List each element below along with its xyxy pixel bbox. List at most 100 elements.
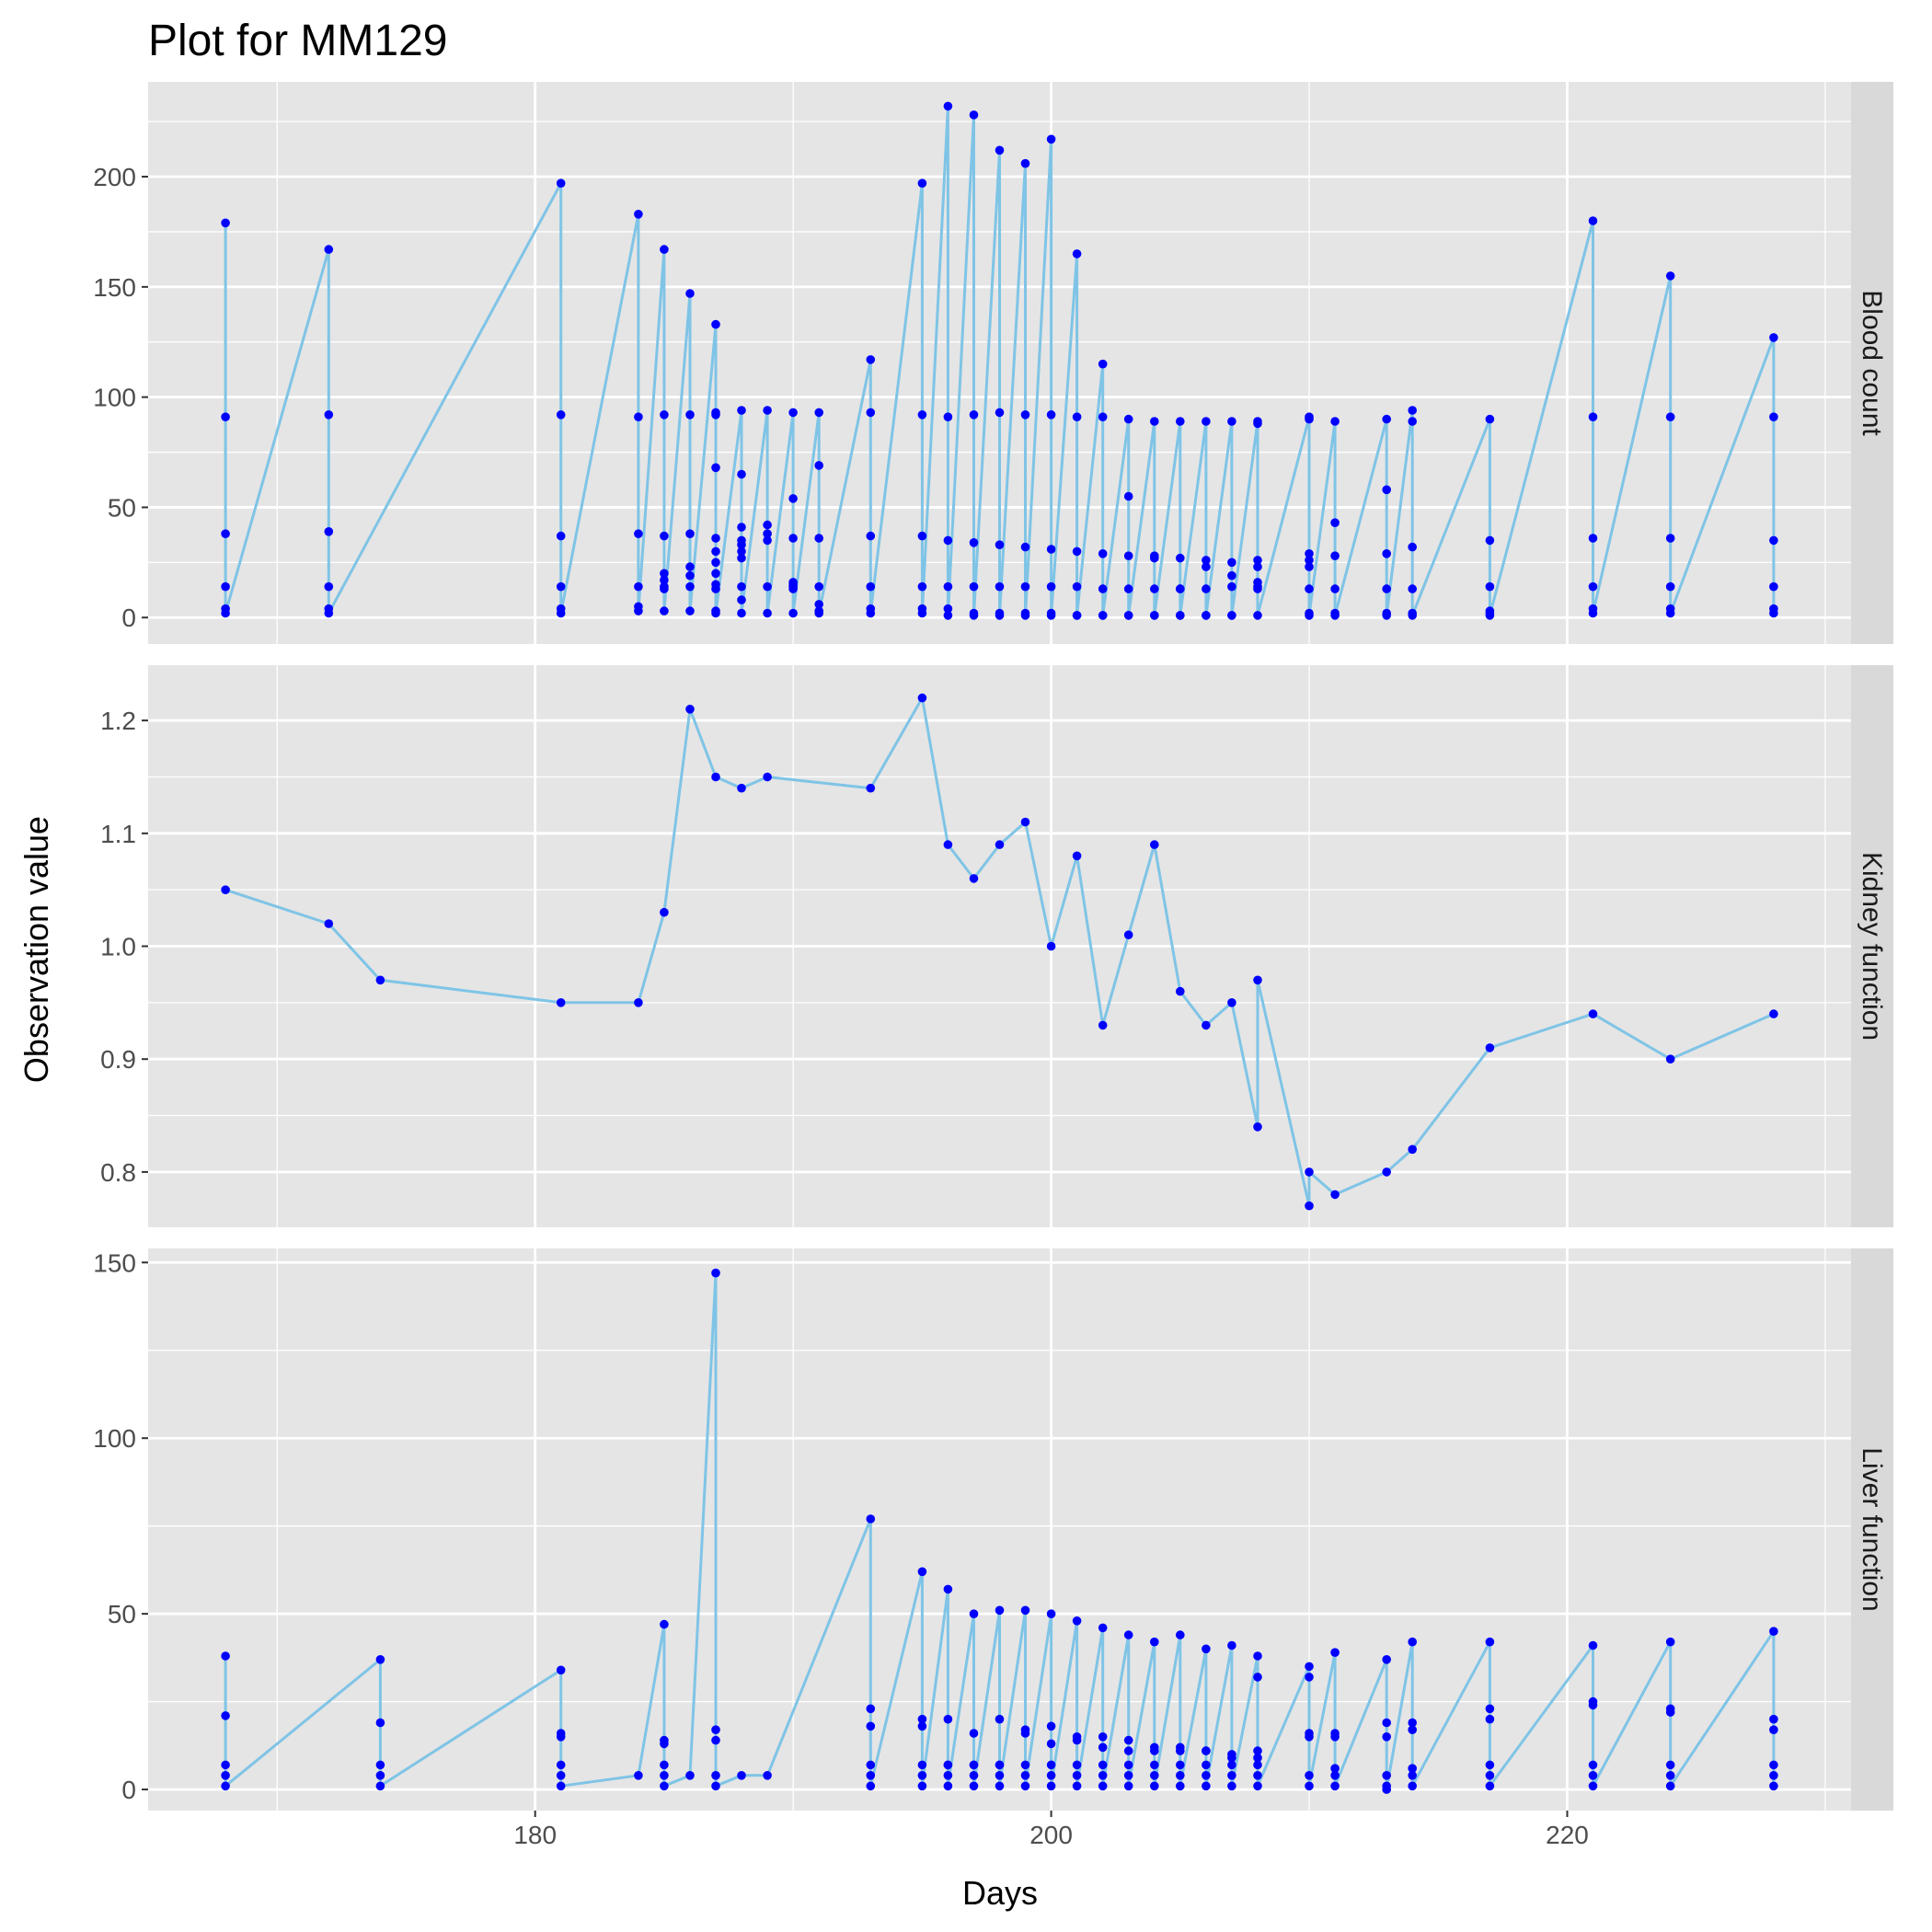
data-point	[221, 581, 230, 592]
data-point	[634, 581, 643, 592]
data-point	[1305, 549, 1314, 558]
data-point	[788, 494, 798, 503]
data-point	[995, 408, 1005, 418]
data-point	[1072, 851, 1082, 861]
data-point	[969, 110, 979, 120]
y-tick-label: 0.9	[100, 1045, 136, 1074]
data-point	[1253, 1771, 1262, 1780]
data-point	[1305, 584, 1314, 593]
data-point	[1020, 158, 1030, 168]
data-point	[1485, 1760, 1495, 1770]
data-point	[814, 461, 823, 470]
data-point	[737, 546, 746, 557]
data-point	[969, 1729, 979, 1738]
data-point	[1382, 611, 1391, 620]
data-point	[556, 1732, 566, 1742]
data-point	[1485, 1043, 1495, 1052]
x-tick-label: 180	[513, 1821, 557, 1849]
data-point	[1382, 1167, 1391, 1177]
data-point	[1098, 1020, 1108, 1030]
data-point	[660, 1771, 669, 1780]
data-point	[1123, 414, 1133, 424]
data-point	[1408, 1725, 1417, 1734]
data-point	[917, 178, 927, 188]
data-point	[1227, 1753, 1236, 1763]
data-point	[1665, 412, 1675, 422]
data-point	[1408, 611, 1417, 620]
data-point	[1305, 1771, 1314, 1780]
data-point	[763, 581, 772, 592]
data-point	[1072, 249, 1082, 259]
data-point	[763, 772, 772, 782]
data-point	[1227, 1771, 1236, 1780]
data-point	[1046, 941, 1056, 951]
data-point	[711, 608, 720, 618]
data-point	[1330, 1771, 1340, 1780]
data-point	[1020, 1605, 1030, 1616]
data-point	[1202, 1644, 1211, 1654]
data-point	[866, 408, 876, 418]
data-point	[917, 1771, 927, 1780]
y-tick-label: 1.1	[100, 820, 136, 848]
data-point	[556, 1665, 566, 1675]
data-point	[1408, 584, 1417, 593]
data-point	[917, 531, 927, 541]
data-point	[1123, 1771, 1133, 1780]
data-point	[943, 1760, 953, 1770]
data-point	[995, 840, 1005, 849]
data-point	[866, 783, 876, 793]
data-point	[1769, 1725, 1778, 1734]
data-point	[634, 606, 643, 615]
data-point	[1020, 542, 1030, 552]
data-point	[969, 538, 979, 547]
data-point	[1098, 1781, 1108, 1791]
data-point	[1408, 1781, 1417, 1791]
data-point	[763, 535, 772, 546]
panel-kidney-function: 0.8 0.9 1.0 1.1 1.2 Kidney function	[100, 665, 1893, 1227]
data-point	[1253, 562, 1262, 571]
data-point	[685, 606, 695, 615]
data-point	[324, 527, 334, 536]
data-point	[1330, 417, 1340, 426]
data-point	[556, 581, 566, 592]
data-point	[995, 145, 1005, 155]
data-point	[660, 245, 669, 254]
data-point	[1072, 1735, 1082, 1745]
data-point	[917, 1781, 927, 1791]
data-point	[375, 1655, 385, 1664]
data-point	[917, 1721, 927, 1731]
data-point	[1665, 1054, 1675, 1064]
data-point	[375, 1718, 385, 1728]
data-point	[1485, 1704, 1495, 1714]
data-point	[1665, 534, 1675, 543]
data-point	[660, 531, 669, 541]
data-point	[969, 1760, 979, 1770]
data-point	[711, 319, 720, 329]
data-point	[1176, 1760, 1185, 1770]
data-point	[969, 581, 979, 592]
data-point	[1098, 1760, 1108, 1770]
y-tick-label: 0	[121, 1776, 136, 1804]
data-point	[1098, 1732, 1108, 1742]
data-point	[995, 540, 1005, 549]
data-point	[1588, 1700, 1598, 1710]
data-point	[1020, 1760, 1030, 1770]
data-point	[943, 1781, 953, 1791]
data-point	[1665, 1637, 1675, 1647]
data-point	[943, 581, 953, 592]
data-point	[737, 469, 746, 479]
data-point	[1020, 1771, 1030, 1780]
data-point	[1382, 1732, 1391, 1742]
data-point	[1123, 491, 1133, 501]
data-point	[943, 611, 953, 620]
y-tick-label: 150	[93, 1248, 136, 1277]
data-point	[711, 558, 720, 568]
data-point	[1176, 1746, 1185, 1755]
data-point	[1020, 817, 1030, 827]
data-point	[1382, 1785, 1391, 1794]
data-point	[1253, 1760, 1262, 1770]
data-point	[375, 1771, 385, 1780]
data-point	[1227, 581, 1236, 592]
data-point	[1253, 1122, 1262, 1132]
data-point	[788, 534, 798, 543]
